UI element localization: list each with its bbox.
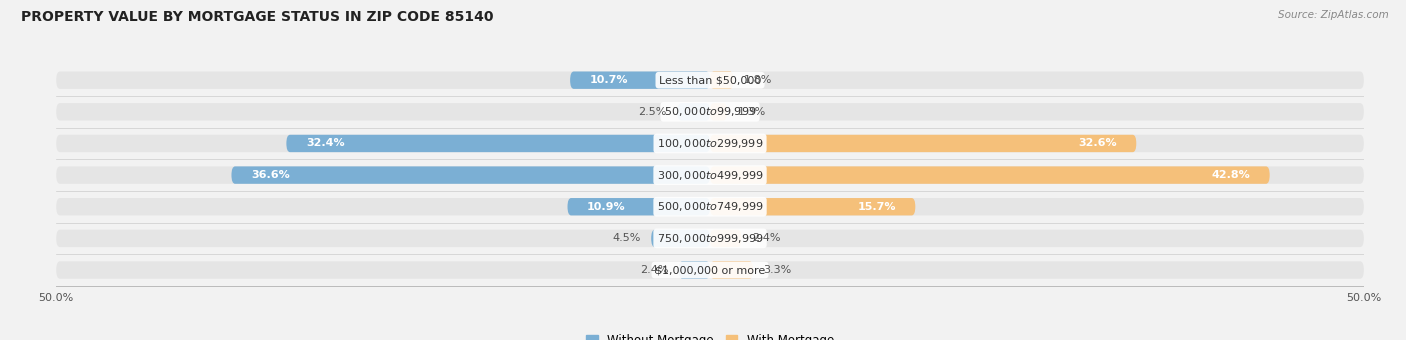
Text: 3.3%: 3.3%	[763, 265, 792, 275]
Text: 10.7%: 10.7%	[589, 75, 628, 85]
FancyBboxPatch shape	[56, 198, 1364, 216]
FancyBboxPatch shape	[56, 71, 1364, 89]
FancyBboxPatch shape	[56, 135, 1364, 152]
Text: 15.7%: 15.7%	[858, 202, 896, 212]
FancyBboxPatch shape	[710, 261, 754, 279]
FancyBboxPatch shape	[710, 135, 1136, 152]
Text: $100,000 to $299,999: $100,000 to $299,999	[657, 137, 763, 150]
FancyBboxPatch shape	[710, 71, 734, 89]
FancyBboxPatch shape	[568, 198, 710, 216]
Text: Less than $50,000: Less than $50,000	[659, 75, 761, 85]
Text: 2.5%: 2.5%	[638, 107, 666, 117]
FancyBboxPatch shape	[569, 71, 710, 89]
Text: 4.5%: 4.5%	[613, 233, 641, 243]
FancyBboxPatch shape	[56, 230, 1364, 247]
FancyBboxPatch shape	[287, 135, 710, 152]
Text: $1,000,000 or more: $1,000,000 or more	[655, 265, 765, 275]
FancyBboxPatch shape	[679, 261, 710, 279]
Text: 2.4%: 2.4%	[640, 265, 668, 275]
Text: 42.8%: 42.8%	[1212, 170, 1250, 180]
Text: $300,000 to $499,999: $300,000 to $499,999	[657, 169, 763, 182]
Text: 1.8%: 1.8%	[744, 75, 772, 85]
Legend: Without Mortgage, With Mortgage: Without Mortgage, With Mortgage	[581, 329, 839, 340]
FancyBboxPatch shape	[710, 166, 1270, 184]
FancyBboxPatch shape	[56, 166, 1364, 184]
FancyBboxPatch shape	[56, 103, 1364, 120]
Text: 36.6%: 36.6%	[252, 170, 290, 180]
Text: 2.4%: 2.4%	[752, 233, 780, 243]
FancyBboxPatch shape	[56, 261, 1364, 279]
FancyBboxPatch shape	[678, 103, 710, 120]
FancyBboxPatch shape	[651, 230, 710, 247]
FancyBboxPatch shape	[232, 166, 710, 184]
Text: PROPERTY VALUE BY MORTGAGE STATUS IN ZIP CODE 85140: PROPERTY VALUE BY MORTGAGE STATUS IN ZIP…	[21, 10, 494, 24]
Text: 1.3%: 1.3%	[738, 107, 766, 117]
Text: $50,000 to $99,999: $50,000 to $99,999	[664, 105, 756, 118]
Text: 10.9%: 10.9%	[588, 202, 626, 212]
FancyBboxPatch shape	[710, 198, 915, 216]
Text: Source: ZipAtlas.com: Source: ZipAtlas.com	[1278, 10, 1389, 20]
Text: 32.4%: 32.4%	[307, 138, 344, 149]
FancyBboxPatch shape	[710, 103, 727, 120]
Text: 32.6%: 32.6%	[1078, 138, 1116, 149]
FancyBboxPatch shape	[710, 230, 741, 247]
Text: $750,000 to $999,999: $750,000 to $999,999	[657, 232, 763, 245]
Text: $500,000 to $749,999: $500,000 to $749,999	[657, 200, 763, 213]
